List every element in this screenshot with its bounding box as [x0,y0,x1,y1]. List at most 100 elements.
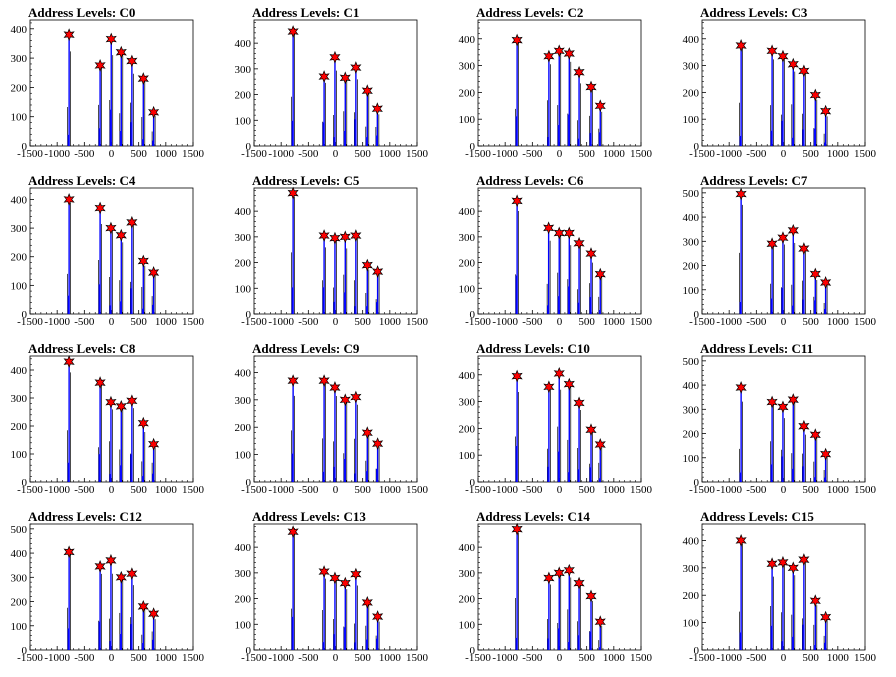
x-tick-label: 1000 [603,484,626,496]
x-tick-label: -500 [74,148,95,160]
peak-marker [339,393,351,407]
chart-panel-3: Address Levels: C3-1500 -1000 -500 0 500 1000… [683,5,877,160]
x-tick-label: 1500 [406,316,429,328]
y-tick-label: 100 [459,114,476,126]
y-tick-label: 500 [683,188,700,200]
peak-marker [543,380,555,394]
peak-marker [585,247,597,261]
peak-marker [350,229,362,243]
y-tick-label: 0 [246,141,252,153]
chart-panel-10: Address Levels: C10 -1500 -1000 -500 0 500 100… [459,341,653,496]
x-tick-label: 1500 [630,148,653,160]
peak-marker [809,267,821,281]
x-tick-label: -1500 [241,316,267,328]
chart-panel-9: Address Levels: C9-1500 -1000 -500 0 500 1000… [235,341,429,496]
chart-title: Address Levels: C3 [700,5,808,20]
peak-marker [777,400,789,414]
peak-marker [594,615,606,629]
peak-marker [94,559,106,573]
y-tick-label: 200 [235,258,252,270]
x-tick-label: -1000 [716,148,742,160]
peak-marker [735,533,747,547]
x-tick-label: -500 [298,316,319,328]
x-tick-label: -500 [298,148,319,160]
peak-marker [766,237,778,251]
peak-marker [594,438,606,451]
peak-marker [511,33,523,47]
y-tick-label: 0 [694,309,700,321]
peak-marker [105,221,117,235]
x-tick-label: 1000 [603,652,626,664]
x-tick-label: 1000 [155,148,178,160]
peak-marker [372,610,384,624]
x-tick-label: -1000 [44,652,70,664]
x-tick-label: -500 [522,316,543,328]
peak-marker [105,395,117,409]
y-tick-label: 100 [683,114,700,126]
peak-marker [371,102,383,116]
y-tick-label: 300 [235,568,252,580]
x-tick-label: 1500 [406,484,429,496]
y-tick-label: 200 [459,87,476,99]
x-tick-label: -500 [74,484,95,496]
y-tick-label: 100 [459,283,476,295]
x-tick-label: 1500 [182,484,205,496]
peak-marker [63,355,75,369]
peak-marker [573,65,585,79]
y-tick-label: 100 [11,449,28,461]
peak-marker [148,266,160,279]
x-tick-label: 500 [802,316,819,328]
chart-title: Address Levels: C5 [252,173,360,188]
x-tick-label: 500 [802,148,819,160]
chart-panel-14: Address Levels: C14 -1500 -1000 -500 0 500 100… [459,509,653,664]
y-tick-label: 100 [235,450,252,462]
x-tick-label: 500 [354,316,371,328]
peak-marker [115,570,127,584]
peak-marker [372,265,384,279]
chart-panel-1: Address Levels: C1-1500 -1000 -500 0 500 1000… [235,5,429,160]
y-tick-label: 300 [683,61,700,73]
x-tick-label: -1500 [689,148,715,160]
x-tick-label: 500 [130,148,147,160]
y-tick-label: 200 [235,90,252,102]
peak-marker [126,54,138,68]
peak-marker [361,258,373,272]
peak-marker [126,567,138,581]
y-tick-label: 100 [459,450,476,462]
y-tick-label: 400 [459,370,476,382]
y-tick-label: 100 [11,621,28,633]
x-tick-label: -1500 [689,652,715,664]
peak-marker [820,104,832,118]
peak-marker [350,567,362,581]
x-tick-label: 1500 [406,652,429,664]
y-tick-label: 400 [11,24,28,36]
y-tick-label: 300 [235,232,252,244]
peak-marker [573,236,585,250]
y-tick-label: 400 [11,548,28,560]
peak-marker [543,221,555,235]
x-tick-label: 0 [109,148,115,160]
x-tick-label: 1500 [406,148,429,160]
peak-marker [148,437,160,451]
peak-marker [318,229,330,243]
y-tick-label: 0 [470,477,476,489]
x-tick-label: 500 [578,484,595,496]
x-tick-label: -1000 [716,652,742,664]
x-tick-label: 1000 [827,652,850,664]
chart-panel-2: Address Levels: C2-1500 -1000 -500 0 500 1000… [459,5,653,160]
chart-panel-0: Address Levels: C0-1500 -1000 -500 0 500 1000… [11,5,205,160]
chart-title: Address Levels: C8 [28,341,136,356]
y-tick-label: 300 [459,397,476,409]
peak-marker [594,99,606,113]
x-tick-label: -500 [522,652,543,664]
x-tick-label: 0 [781,316,787,328]
peak-marker [766,395,778,409]
x-tick-label: 500 [578,148,595,160]
x-tick-label: -1500 [465,316,491,328]
peak-marker [766,44,778,58]
y-tick-label: 400 [683,380,700,392]
x-tick-label: -1000 [268,652,294,664]
x-tick-label: 500 [802,652,819,664]
peak-marker [820,276,832,289]
